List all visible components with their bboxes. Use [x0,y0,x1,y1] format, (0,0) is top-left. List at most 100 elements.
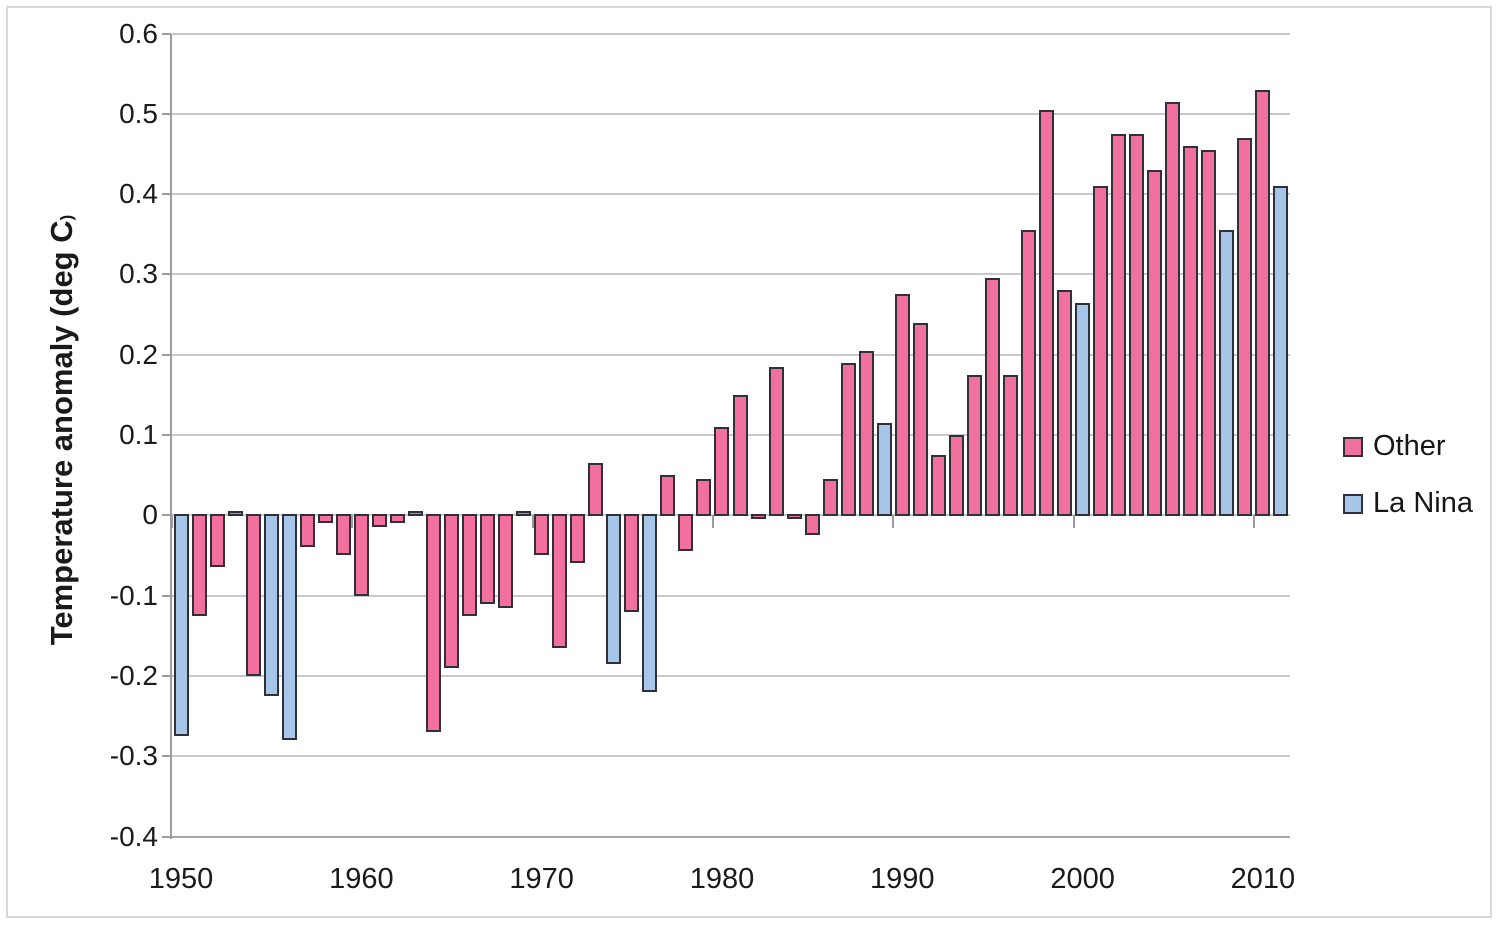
bar-1964-other [425,514,441,733]
bar-1991-other [912,322,928,517]
gridline--0.1 [172,594,1290,597]
y-axis-tick--0.2 [162,674,171,677]
bar-1962-other [389,514,405,524]
bar-1958-other [317,514,333,524]
bar-2009-other [1237,137,1253,517]
x-tick-label-1970: 1970 [509,863,574,895]
y-tick-label-0.3: 0.3 [119,258,158,290]
x-tick-label-1950: 1950 [148,863,214,895]
y-axis-tick-0.1 [162,434,171,436]
gridline--0.4 [172,835,1290,838]
bar-1975-other [624,514,640,612]
y-axis-tick-0.3 [162,273,171,276]
bar-2004-other [1147,170,1163,517]
bar-1996-other [1002,374,1018,517]
x-tick-label-2010: 2010 [1230,863,1296,895]
bar-1997-other [1021,230,1037,517]
gridline-0.6 [172,32,1290,35]
bar-2006-other [1183,145,1199,517]
bar-1965-other [443,514,459,668]
y-axis-tick-0.5 [162,112,171,115]
x-axis-tick-2000 [1072,515,1075,529]
bar-1976-la-nina [642,514,658,692]
bar-1987-other [840,362,856,517]
y-axis-tick-0.6 [162,32,171,35]
bar-1953-other [227,511,243,517]
bar-1983-other [768,366,784,517]
bar-1999-other [1057,290,1073,517]
bar-1977-other [660,475,676,517]
y-tick-label--0.4: -0.4 [109,820,158,852]
x-axis-tick-1980 [711,515,714,529]
bar-1992-other [930,455,946,517]
gridline--0.3 [172,755,1290,758]
bar-2005-other [1165,101,1181,517]
y-tick-label-0: 0 [142,499,158,531]
bar-1954-other [245,514,261,676]
y-axis-tick--0.1 [162,594,171,597]
bar-1981-other [732,394,748,517]
bar-1967-other [480,514,496,604]
x-tick-label-1990: 1990 [870,863,935,895]
bar-2001-other [1093,186,1109,517]
gridline-0.4 [172,193,1290,196]
bar-1960-other [353,514,369,596]
bar-1995-other [984,278,1000,517]
bar-1980-other [714,426,730,517]
y-tick-label-0.2: 0.2 [119,338,158,370]
gridline-0.2 [172,353,1290,356]
bar-1990-other [894,294,910,517]
y-axis-line [170,33,172,839]
gridline-0.3 [172,273,1290,276]
bar-2000-la-nina [1075,302,1091,517]
bar-1957-other [299,514,315,548]
bar-1985-other [804,514,820,536]
bar-1951-other [191,514,207,616]
bar-1984-other [786,514,802,520]
bar-1968-other [498,514,514,608]
bar-1986-other [822,479,838,517]
gridline--0.2 [172,674,1290,677]
bar-1963-other [407,511,423,517]
y-tick-label-0.4: 0.4 [119,178,158,210]
y-axis-title-closing-paren: ) [57,214,76,221]
bar-1971-other [552,514,568,648]
bar-1959-other [335,514,351,556]
bar-1955-la-nina [263,514,279,696]
x-axis-tick-1950 [171,515,173,529]
bar-2011-la-nina [1273,186,1289,517]
y-tick-label--0.2: -0.2 [109,659,158,691]
bar-2010-other [1255,89,1271,517]
legend-item-other: Other [1343,430,1473,463]
y-axis-title: Temperature anomaly (deg C) [44,215,80,646]
bar-1970-other [534,514,550,556]
bar-1972-other [570,514,586,564]
x-axis-tick-2010 [1252,515,1255,529]
y-axis-tick--0.3 [162,755,171,758]
bar-1978-other [678,514,694,552]
bar-1961-other [371,514,387,528]
y-tick-label--0.1: -0.1 [109,579,158,611]
bar-2008-la-nina [1219,230,1235,517]
y-tick-label-0.1: 0.1 [119,419,158,450]
legend-item-la-nina: La Nina [1343,487,1473,520]
x-axis-tick-1970 [531,515,534,529]
gridline-0.5 [172,112,1290,115]
y-axis-tick-0 [162,514,171,517]
y-axis-title-text: Temperature anomaly (deg C [44,220,79,646]
bar-1998-other [1039,109,1055,517]
bar-1956-la-nina [281,514,297,741]
y-tick-label-0.5: 0.5 [119,97,158,129]
bar-1993-other [948,435,964,517]
x-tick-label-1980: 1980 [689,863,755,895]
bar-2002-other [1111,133,1127,517]
y-axis-tick-0.2 [162,353,171,356]
gridline-0 [172,514,1290,517]
x-axis-tick-1990 [892,515,895,529]
bar-2003-other [1129,133,1145,517]
legend: Other La Nina [1343,430,1473,544]
bar-1952-other [209,514,225,568]
bar-1989-la-nina [876,422,892,517]
x-tick-label-2000: 2000 [1050,863,1115,895]
